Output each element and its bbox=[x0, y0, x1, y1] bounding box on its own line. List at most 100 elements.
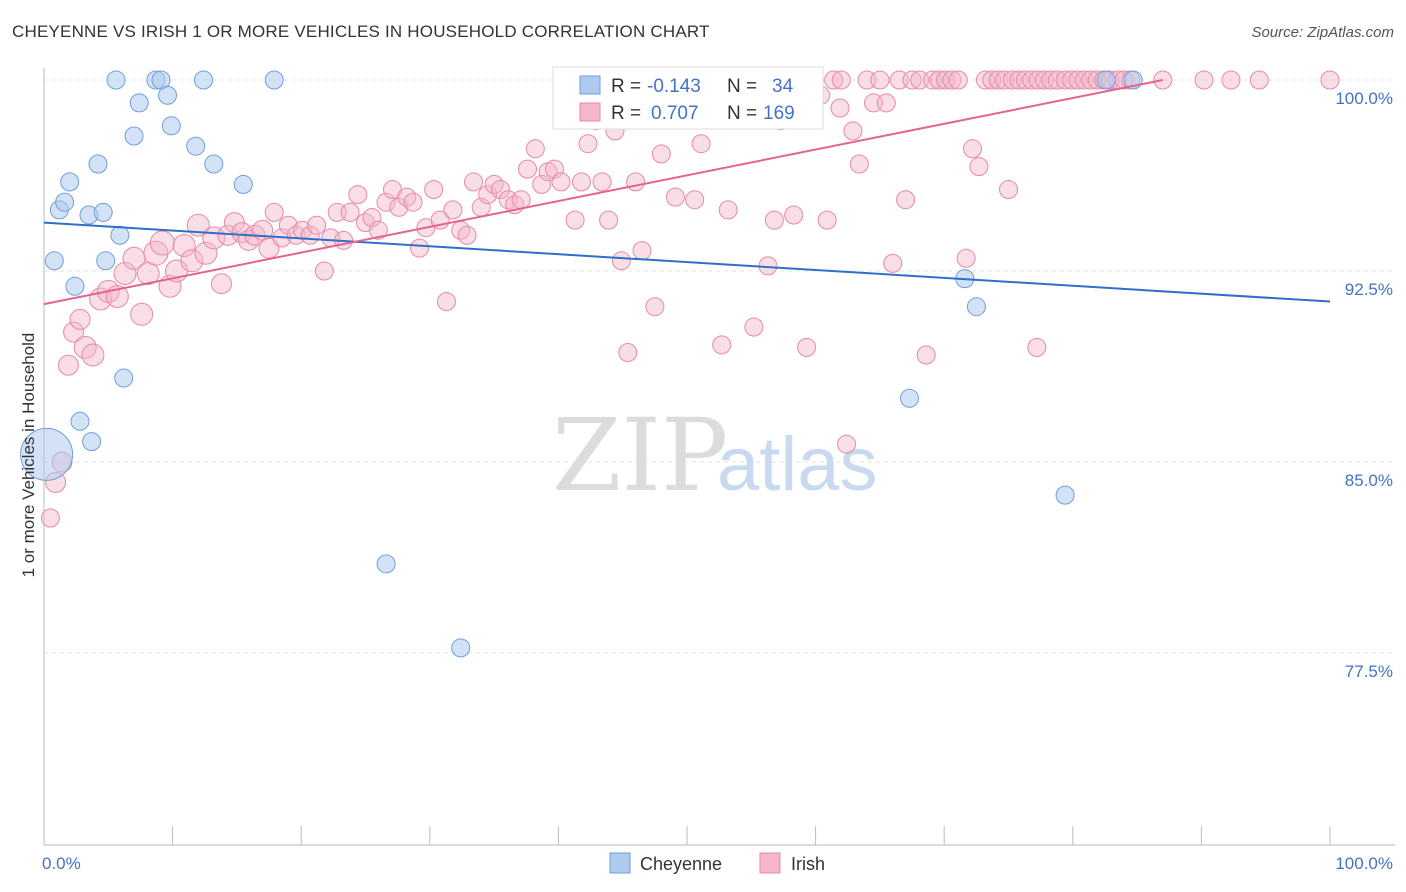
irish-point-34 bbox=[278, 215, 298, 235]
irish-point-98 bbox=[712, 335, 732, 355]
cheyenne-point-26 bbox=[376, 554, 396, 574]
legend-swatch-irish bbox=[579, 102, 601, 122]
watermark-zip: ZIP bbox=[552, 397, 728, 514]
irish-point-5 bbox=[69, 308, 91, 330]
cheyenne-point-13 bbox=[110, 225, 130, 245]
irish-point-111 bbox=[797, 337, 817, 357]
cheyenne-point-4 bbox=[60, 172, 80, 192]
irish-point-144 bbox=[1015, 70, 1035, 90]
y-tick-label-3: 77.5% bbox=[1345, 662, 1393, 681]
irish-point-127 bbox=[902, 70, 922, 90]
cheyenne-point-31 bbox=[1055, 485, 1075, 505]
irish-point-0 bbox=[40, 508, 60, 528]
irish-point-66 bbox=[498, 190, 518, 210]
cheyenne-point-1 bbox=[44, 251, 64, 271]
irish-point-95 bbox=[691, 134, 711, 154]
irish-point-3 bbox=[57, 354, 79, 376]
irish-point-137 bbox=[969, 157, 989, 177]
cheyenne-point-32 bbox=[1096, 70, 1116, 90]
irish-point-68 bbox=[511, 190, 531, 210]
irish-point-126 bbox=[896, 190, 916, 210]
chart-title: CHEYENNE VS IRISH 1 OR MORE VEHICLES IN … bbox=[12, 22, 710, 41]
irish-point-57 bbox=[437, 292, 456, 312]
x-tick-label-1: 100.0% bbox=[1335, 854, 1393, 873]
irish-point-70 bbox=[525, 139, 545, 159]
cheyenne-point-25 bbox=[264, 70, 284, 90]
irish-point-7 bbox=[81, 343, 105, 367]
legend-n-value-2: 169 bbox=[763, 103, 795, 124]
legend-r-label-1: R = bbox=[611, 76, 641, 97]
x-tick-label-0: 0.0% bbox=[42, 854, 81, 873]
y-axis-title: 1 or more Vehicles in Household bbox=[19, 333, 38, 578]
irish-point-39 bbox=[314, 261, 334, 281]
cheyenne-point-12 bbox=[106, 70, 126, 90]
irish-point-83 bbox=[611, 251, 631, 271]
cheyenne-point-24 bbox=[233, 174, 253, 194]
irish-point-148 bbox=[1041, 70, 1061, 90]
irish-point-163 bbox=[1221, 70, 1241, 90]
irish-point-103 bbox=[744, 317, 764, 337]
irish-point-89 bbox=[651, 144, 671, 164]
trend-lines bbox=[43, 79, 1331, 306]
irish-point-152 bbox=[1068, 70, 1088, 90]
irish-point-88 bbox=[645, 297, 665, 317]
cheyenne-point-0 bbox=[20, 427, 74, 481]
irish-point-166 bbox=[1027, 337, 1047, 357]
irish-point-53 bbox=[410, 238, 429, 258]
irish-point-167 bbox=[831, 70, 851, 90]
legend-r-label-2: R = bbox=[611, 103, 641, 124]
irish-point-80 bbox=[592, 172, 612, 192]
irish-point-109 bbox=[784, 205, 804, 225]
correlation-legend: R = -0.143 N = 34 R = 0.707 N = 169 bbox=[552, 66, 824, 130]
irish-point-11 bbox=[113, 262, 137, 285]
irish-point-122 bbox=[870, 70, 890, 90]
cheyenne-point-30 bbox=[966, 297, 986, 317]
y-tick-label-0: 100.0% bbox=[1335, 89, 1393, 108]
irish-point-120 bbox=[857, 70, 877, 90]
irish-point-134 bbox=[948, 70, 968, 90]
bottom-legend-swatch-cheyenne bbox=[609, 852, 631, 874]
irish-point-20 bbox=[180, 249, 204, 273]
irish-point-44 bbox=[348, 185, 368, 205]
irish-point-50 bbox=[389, 197, 409, 217]
cheyenne-trend-line bbox=[43, 221, 1331, 303]
irish-point-162 bbox=[1194, 70, 1214, 90]
irish-point-151 bbox=[1062, 70, 1081, 90]
cheyenne-point-27 bbox=[451, 638, 471, 658]
cheyenne-point-15 bbox=[124, 126, 144, 146]
irish-point-76 bbox=[565, 210, 585, 230]
irish-point-52 bbox=[403, 192, 423, 212]
bottom-legend-swatch-irish bbox=[759, 852, 781, 874]
irish-point-84 bbox=[618, 343, 638, 362]
source-label: Source: ZipAtlas.com bbox=[1251, 24, 1394, 41]
irish-point-129 bbox=[916, 345, 936, 365]
irish-point-99 bbox=[718, 200, 738, 220]
irish-point-130 bbox=[923, 70, 943, 90]
irish-point-119 bbox=[849, 154, 869, 174]
irish-point-123 bbox=[876, 93, 896, 113]
irish-point-19 bbox=[172, 234, 196, 257]
x-tick-labels: 0.0% 100.0% bbox=[42, 854, 1393, 873]
irish-point-149 bbox=[1047, 70, 1067, 90]
cheyenne-point-14 bbox=[114, 368, 134, 388]
irish-point-135 bbox=[956, 248, 976, 268]
y-tick-label-1: 92.5% bbox=[1345, 280, 1393, 299]
irish-point-140 bbox=[988, 70, 1008, 90]
cheyenne-point-8 bbox=[82, 432, 102, 452]
irish-point-16 bbox=[149, 230, 175, 256]
cheyenne-point-11 bbox=[96, 251, 116, 271]
irish-point-65 bbox=[491, 180, 510, 199]
irish-trend-line bbox=[43, 79, 1164, 306]
irish-point-114 bbox=[817, 210, 837, 230]
irish-point-124 bbox=[883, 253, 903, 273]
cheyenne-point-20 bbox=[161, 116, 181, 136]
irish-point-24 bbox=[211, 273, 232, 295]
irish-point-60 bbox=[457, 225, 477, 245]
irish-point-4 bbox=[63, 321, 85, 343]
irish-point-125 bbox=[889, 70, 909, 90]
legend-n-value-1: 34 bbox=[772, 76, 794, 97]
cheyenne-point-28 bbox=[900, 388, 919, 408]
irish-point-21 bbox=[186, 213, 210, 237]
irish-point-47 bbox=[368, 220, 388, 240]
